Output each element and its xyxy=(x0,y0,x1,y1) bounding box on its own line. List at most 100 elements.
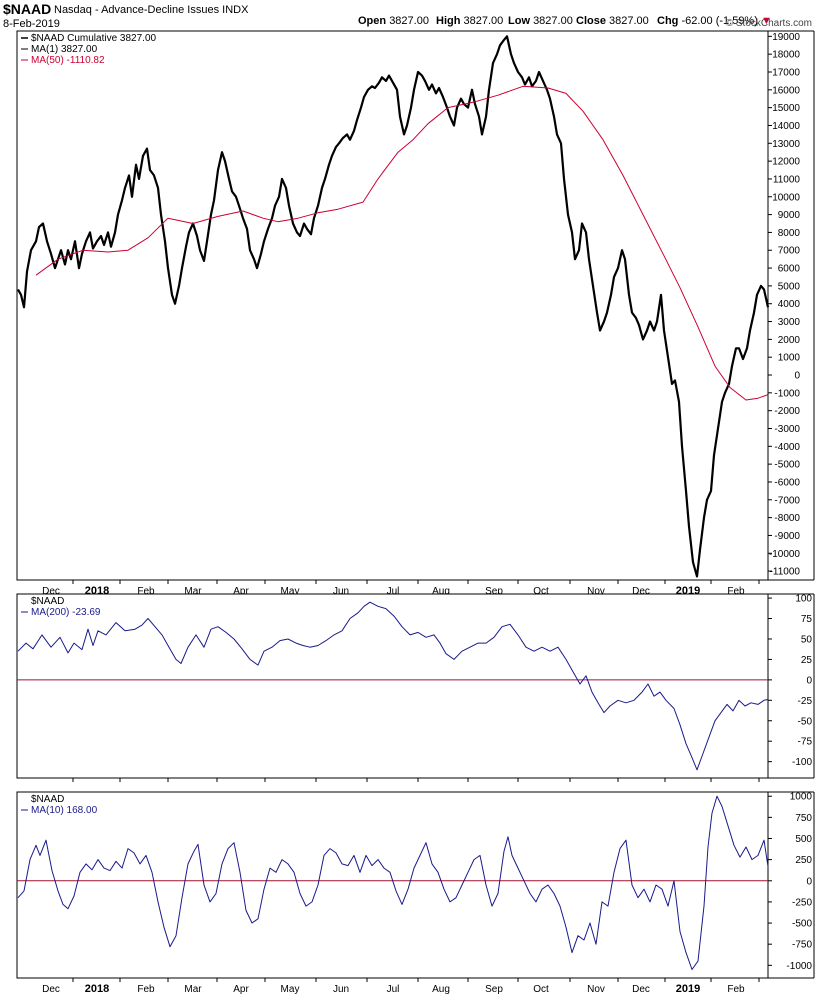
x-tick-label: Jul xyxy=(387,984,400,995)
y-tick-label: 8000 xyxy=(778,228,801,239)
close-readout: Close 3827.00 xyxy=(576,15,649,27)
plot-frame xyxy=(16,593,769,779)
legend-entry: MA(50) -1110.82 xyxy=(31,55,105,66)
legend-entry: $NAAD Cumulative 3827.00 xyxy=(31,33,157,44)
plot-frame xyxy=(16,791,769,979)
x-tick-label: Apr xyxy=(233,586,249,597)
y-tick-label: 9000 xyxy=(778,210,801,221)
x-tick-label: Feb xyxy=(727,586,745,597)
copyright-note: © StockCharts.com xyxy=(725,18,812,29)
x-tick-label: Dec xyxy=(42,984,60,995)
high-label: High xyxy=(436,15,461,27)
x-tick-label: 2018 xyxy=(85,983,109,995)
change-readout: Chg -62.00 (-1.59%) ▼ xyxy=(657,15,772,27)
x-tick-label: Jun xyxy=(333,586,349,597)
symbol-title: $NAAD xyxy=(3,1,52,17)
open-value: 3827.00 xyxy=(389,15,429,27)
x-tick-label: Jun xyxy=(333,984,349,995)
y-tick-label: 75 xyxy=(801,614,813,625)
x-tick-label: Sep xyxy=(485,586,503,597)
low-label: Low xyxy=(508,15,530,27)
y-tick-label: 250 xyxy=(795,855,812,866)
x-tick-label: Nov xyxy=(587,984,605,995)
x-tick-label: Nov xyxy=(587,586,605,597)
x-tick-label: Feb xyxy=(137,984,155,995)
x-tick-label: May xyxy=(281,586,300,597)
x-tick-label: Jul xyxy=(387,586,400,597)
series-line-naad-cumulative xyxy=(17,35,770,578)
y-tick-label: -6000 xyxy=(774,477,800,488)
x-tick-label: Sep xyxy=(485,984,503,995)
x-tick-label: 2019 xyxy=(676,983,700,995)
legend-entry: $NAAD xyxy=(31,794,64,805)
open-readout: Open 3827.00 xyxy=(358,15,429,27)
close-label: Close xyxy=(576,15,606,27)
legend-entry: MA(200) -23.69 xyxy=(31,607,101,618)
y-tick-label: -250 xyxy=(792,897,812,908)
x-tick-label: Aug xyxy=(432,984,450,995)
y-tick-label: 13000 xyxy=(772,139,800,150)
y-tick-label: 6000 xyxy=(778,264,801,275)
legend-entry: MA(10) 168.00 xyxy=(31,805,98,816)
low-readout: Low 3827.00 xyxy=(508,15,573,27)
x-tick-label: Mar xyxy=(184,586,202,597)
y-tick-label: 2000 xyxy=(778,335,801,346)
series-line-ma-10 xyxy=(17,795,769,970)
y-tick-label: 1000 xyxy=(790,792,813,803)
y-tick-label: -2000 xyxy=(774,406,800,417)
y-tick-label: -750 xyxy=(792,940,812,951)
open-label: Open xyxy=(358,15,387,27)
close-value: 3827.00 xyxy=(609,15,649,27)
chart-date: 8-Feb-2019 xyxy=(3,18,60,30)
x-tick-label: May xyxy=(281,984,300,995)
y-tick-label: 4000 xyxy=(778,299,801,310)
legend-entry: $NAAD xyxy=(31,596,64,607)
y-tick-label: 1000 xyxy=(778,353,801,364)
x-tick-label: Dec xyxy=(632,984,650,995)
y-tick-label: 3000 xyxy=(778,317,801,328)
y-tick-label: 5000 xyxy=(778,281,801,292)
change-label: Chg xyxy=(657,15,679,27)
series-line-ma-200 xyxy=(17,601,769,771)
y-tick-label: 17000 xyxy=(772,67,800,78)
y-tick-label: 15000 xyxy=(772,103,800,114)
y-tick-label: 14000 xyxy=(772,121,800,132)
x-tick-label: Oct xyxy=(533,984,549,995)
y-tick-label: -500 xyxy=(792,919,812,930)
y-tick-label: -1000 xyxy=(774,388,800,399)
x-tick-label: Apr xyxy=(233,984,249,995)
y-tick-label: 12000 xyxy=(772,157,800,168)
low-value: 3827.00 xyxy=(533,15,573,27)
y-tick-label: -11000 xyxy=(770,567,801,578)
y-tick-label: -3000 xyxy=(774,424,800,435)
y-tick-label: -1000 xyxy=(786,961,812,972)
y-tick-label: -10000 xyxy=(769,549,801,560)
chart-header: $NAAD Nasdaq - Advance-Decline Issues IN… xyxy=(0,0,820,30)
x-tick-label: Feb xyxy=(137,586,155,597)
high-readout: High 3827.00 xyxy=(436,15,503,27)
y-tick-label: -8000 xyxy=(774,513,800,524)
x-tick-label: Oct xyxy=(533,586,549,597)
y-tick-label: -9000 xyxy=(774,531,800,542)
y-tick-label: 16000 xyxy=(772,85,800,96)
y-tick-label: 0 xyxy=(806,876,812,887)
y-tick-label: -50 xyxy=(798,716,813,727)
x-tick-label: Mar xyxy=(184,984,202,995)
y-tick-label: 19000 xyxy=(772,32,800,43)
y-tick-label: 50 xyxy=(801,634,813,645)
plot-frame xyxy=(16,30,769,581)
y-tick-label: 500 xyxy=(795,834,812,845)
y-tick-label: 0 xyxy=(806,675,812,686)
index-name: Nasdaq - Advance-Decline Issues INDX xyxy=(54,4,249,16)
y-tick-label: 25 xyxy=(801,655,813,666)
y-tick-label: 750 xyxy=(795,813,812,824)
change-value: -62.00 (-1.59%) xyxy=(681,15,758,27)
series-line-ma-50 xyxy=(35,85,769,401)
y-tick-label: -4000 xyxy=(774,442,800,453)
y-tick-label: 18000 xyxy=(772,50,800,61)
y-tick-label: -7000 xyxy=(774,495,800,506)
y-tick-label: 10000 xyxy=(772,192,800,203)
x-tick-label: Aug xyxy=(432,586,450,597)
y-tick-label: 7000 xyxy=(778,246,801,257)
